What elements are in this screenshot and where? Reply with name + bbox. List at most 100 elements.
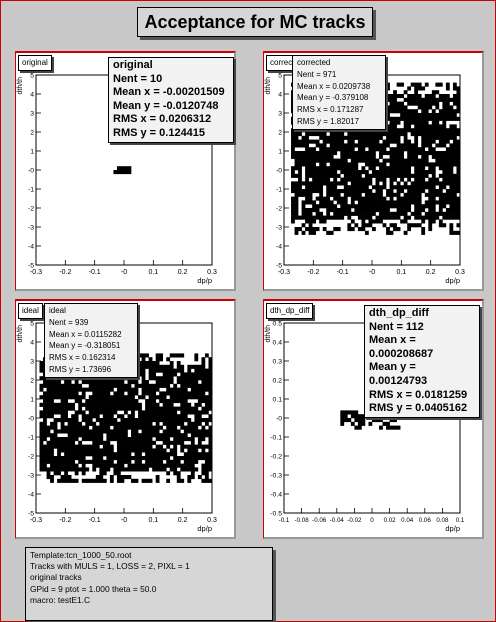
heatmap-bin xyxy=(421,139,426,144)
heatmap-bin xyxy=(350,185,355,190)
heatmap-bin xyxy=(456,208,461,213)
heatmap-bin xyxy=(99,425,104,430)
canvas-title: Acceptance for MC tracks xyxy=(137,7,373,37)
heatmap-bin xyxy=(208,433,213,438)
pad-tag-original: original xyxy=(18,55,52,71)
heatmap-bin xyxy=(116,166,121,171)
heatmap-bin xyxy=(57,459,61,464)
heatmap-bin xyxy=(131,456,135,461)
heatmap-bin xyxy=(452,215,457,220)
heatmap-bin xyxy=(43,391,47,396)
pad-corrected[interactable]: -0.3 -0.2 -0.1 -0 0.1 0.2 0.3 -5 -4 -3 -2 -1 -0 1 2 3 4 5… xyxy=(263,51,484,291)
heatmap-bin xyxy=(159,357,164,362)
heatmap-bin xyxy=(400,189,404,194)
heatmap-bin xyxy=(106,418,111,423)
heatmap-bin xyxy=(190,387,195,392)
heatmap-bin xyxy=(452,211,457,216)
heatmap-bin xyxy=(333,192,338,197)
heatmap-bin xyxy=(368,162,373,167)
heatmap-bin xyxy=(120,166,125,171)
heatmap-bin xyxy=(204,418,209,423)
heatmap-bin xyxy=(138,448,142,453)
heatmap-bin xyxy=(308,215,313,220)
heatmap-bin xyxy=(180,383,185,388)
heatmap-bin xyxy=(95,440,100,445)
heatmap-bin xyxy=(64,448,68,453)
heatmap-bin xyxy=(315,154,320,159)
heatmap-bin xyxy=(67,478,72,483)
pad-dth-dp-diff[interactable]: -0.1 -0.08 -0.06 -0.04 -0.02 0 0.02 0.04 0.06 0.0… xyxy=(263,299,484,539)
heatmap-bin xyxy=(169,406,174,411)
heatmap-bin xyxy=(452,135,457,140)
pad-original[interactable]: -0.3 -0.2 -0.1 -0 0.1 0.2 0.3 -5 -4 -3 -2 -1 -0 1 2 3 4 5… xyxy=(15,51,236,291)
heatmap-bin xyxy=(46,459,51,464)
heatmap-bin xyxy=(333,211,338,216)
heatmap-bin xyxy=(364,208,369,213)
heatmap-bin xyxy=(386,105,390,110)
heatmap-bin xyxy=(152,414,156,419)
heatmap-bin xyxy=(417,94,422,99)
heatmap-bin xyxy=(120,459,125,464)
heatmap-bin xyxy=(155,421,160,426)
heatmap-bin xyxy=(361,215,366,220)
heatmap-bin xyxy=(393,139,397,144)
heatmap-bin xyxy=(438,143,443,148)
pad-ideal[interactable]: -0.3 -0.2 -0.1 -0 0.1 0.2 0.3 -5 -4 -3 -2 -1 -0 1 2 3 4 5… xyxy=(15,299,236,539)
heatmap-bin xyxy=(81,391,86,396)
heatmap-bin xyxy=(319,211,324,216)
heatmap-bin xyxy=(64,418,68,423)
heatmap-bin xyxy=(99,402,104,407)
heatmap-bin xyxy=(438,166,443,171)
heatmap-bin xyxy=(407,200,412,205)
heatmap-bin xyxy=(81,467,86,472)
heatmap-bin xyxy=(396,211,401,216)
y-tick-label: -5 xyxy=(28,263,34,270)
heatmap-bin xyxy=(308,208,313,213)
heatmap-bin xyxy=(95,406,100,411)
heatmap-bin xyxy=(120,414,125,419)
heatmap-bin xyxy=(357,227,362,232)
heatmap-bin xyxy=(176,376,181,381)
heatmap-bin xyxy=(120,433,125,438)
heatmap-bin xyxy=(145,414,149,419)
heatmap-bin xyxy=(435,162,440,167)
heatmap-bin xyxy=(50,383,54,388)
heatmap-bin xyxy=(95,383,100,388)
heatmap-bin xyxy=(120,444,125,449)
x-tick-label: 0.1 xyxy=(456,517,465,524)
heatmap-bin xyxy=(46,471,51,476)
heatmap-bin xyxy=(319,192,324,197)
heatmap-bin xyxy=(74,376,79,381)
heatmap-bin xyxy=(95,433,100,438)
heatmap-bin xyxy=(197,410,202,415)
heatmap-bin xyxy=(343,162,348,167)
heatmap-bin xyxy=(88,402,93,407)
heatmap-bin xyxy=(329,170,334,175)
heatmap-bin xyxy=(74,395,79,400)
heatmap-bin xyxy=(201,429,206,434)
heatmap-bin xyxy=(421,132,426,137)
heatmap-bin xyxy=(301,200,306,205)
heatmap-bin xyxy=(53,425,58,430)
heatmap-bin xyxy=(386,135,390,140)
heatmap-bin xyxy=(124,459,128,464)
heatmap-bin xyxy=(400,94,404,99)
heatmap-bin xyxy=(141,437,146,442)
heatmap-bin xyxy=(403,109,408,114)
heatmap-bin xyxy=(347,132,352,137)
heatmap-bin xyxy=(372,173,376,178)
heatmap-bin xyxy=(106,459,111,464)
heatmap-bin xyxy=(152,429,156,434)
x-tick-label: 0.1 xyxy=(148,517,158,524)
x-tick-label: -0.1 xyxy=(89,517,101,524)
heatmap-bin xyxy=(57,471,61,476)
heatmap-bin xyxy=(438,109,443,114)
heatmap-bin xyxy=(187,452,192,457)
heatmap-bin xyxy=(92,383,97,388)
heatmap-bin xyxy=(43,406,47,411)
heatmap-bin xyxy=(92,402,97,407)
heatmap-bin xyxy=(95,387,100,392)
heatmap-bin xyxy=(347,189,352,194)
heatmap-bin xyxy=(124,421,128,426)
heatmap-bin xyxy=(350,135,355,140)
